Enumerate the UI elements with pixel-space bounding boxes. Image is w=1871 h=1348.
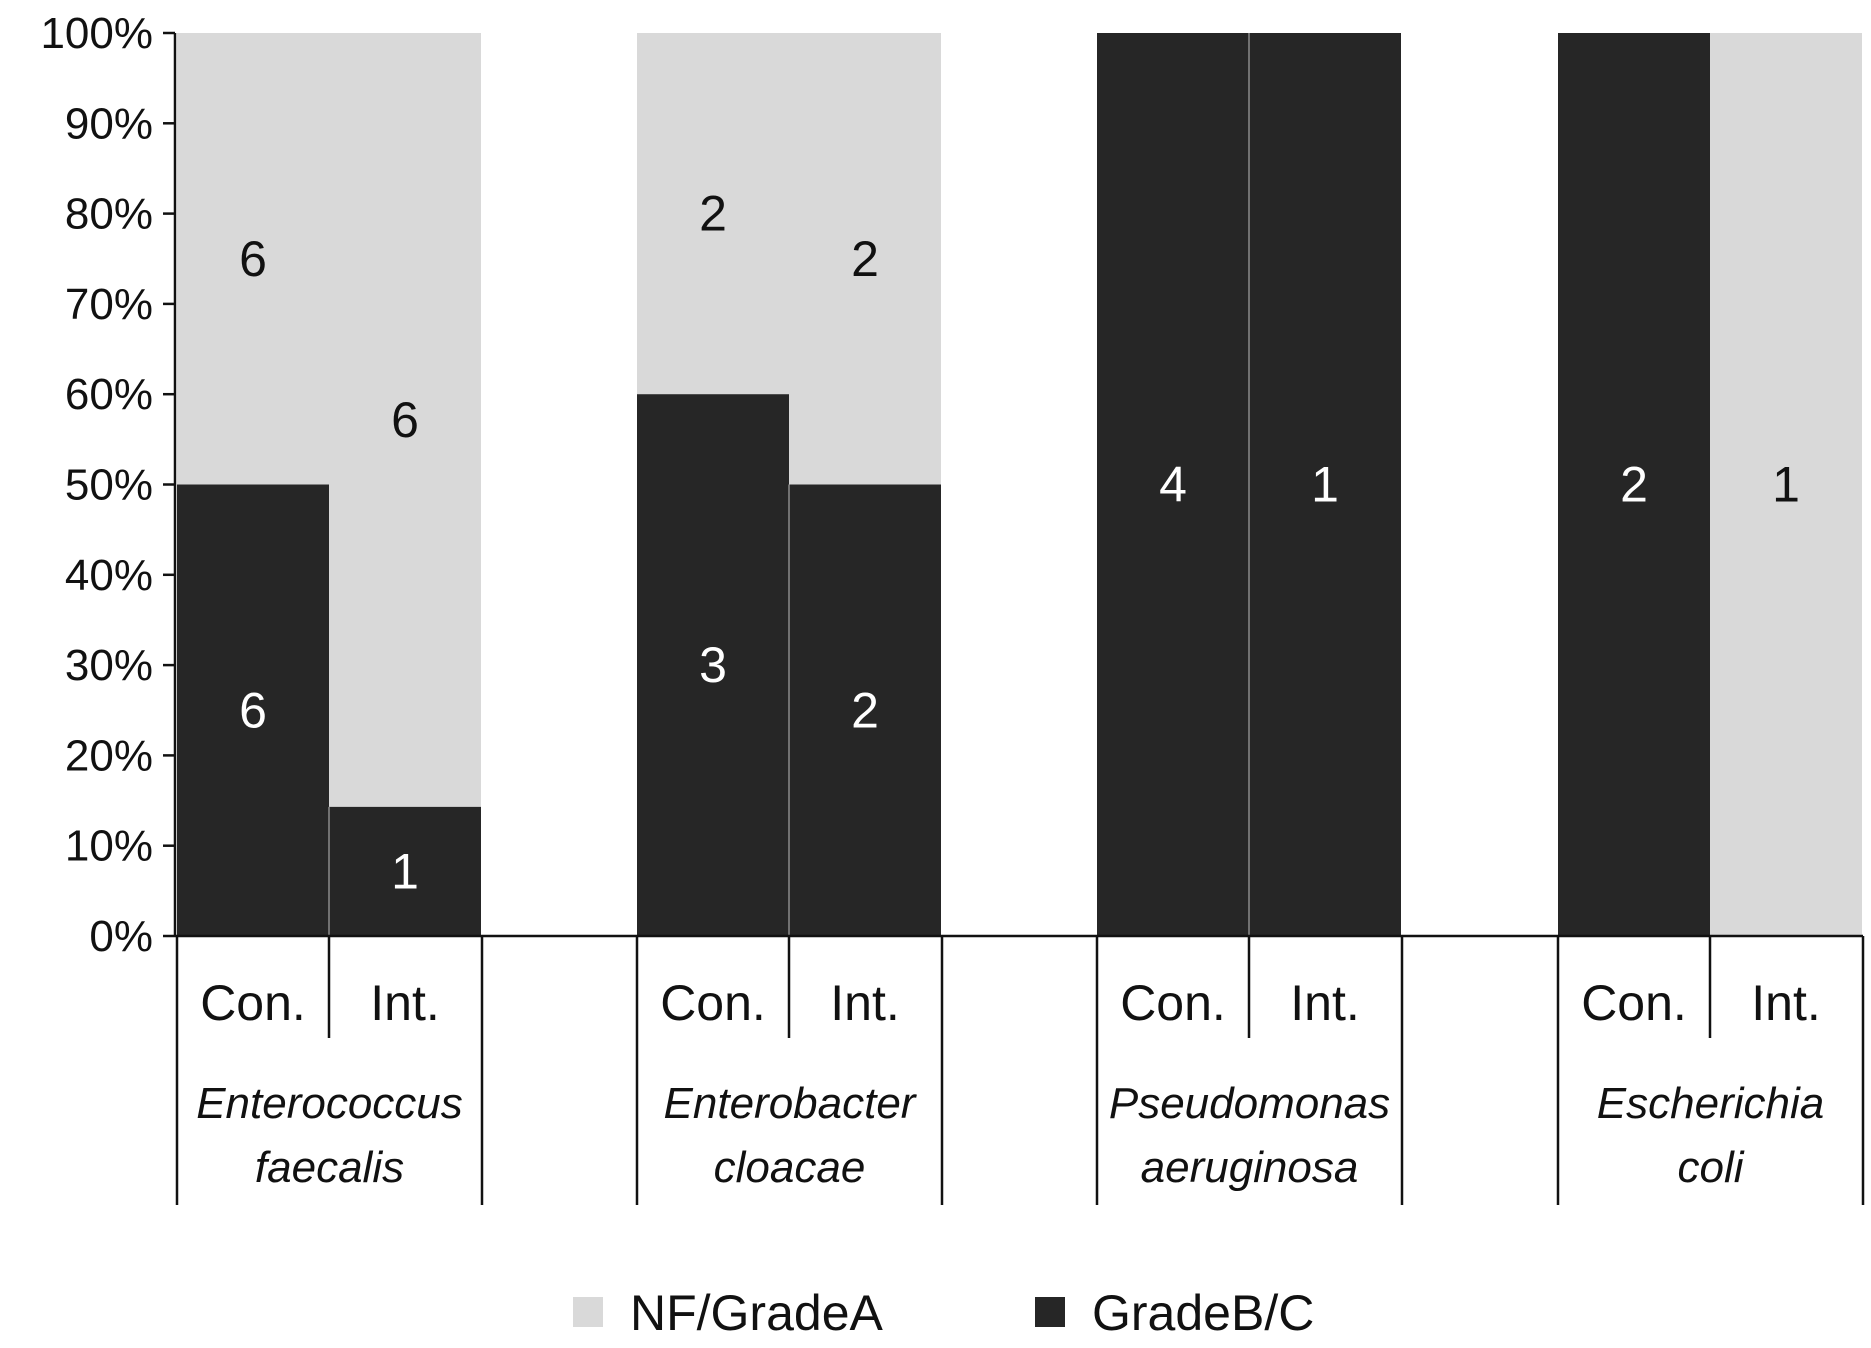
y-tick-label: 100% bbox=[40, 9, 153, 58]
bar-gradebc-2-1 bbox=[1249, 33, 1401, 936]
bar-nf-0-1 bbox=[329, 33, 481, 807]
category-label: Con. bbox=[660, 975, 766, 1031]
labels-layer: 6 6 1 6 3 2 2 2 4 1 2 1 bbox=[239, 186, 1800, 900]
y-tick-label: 30% bbox=[65, 641, 153, 690]
data-label-gradebc: 2 bbox=[851, 682, 879, 738]
group-label-line2: cloacae bbox=[714, 1143, 866, 1192]
data-label-nf: 2 bbox=[851, 231, 879, 287]
y-tick-label: 60% bbox=[65, 370, 153, 419]
data-label-gradebc: 1 bbox=[1311, 457, 1339, 513]
data-label-nf: 6 bbox=[239, 231, 267, 287]
group-label-line1: Pseudomonas bbox=[1109, 1079, 1390, 1128]
category-label: Con. bbox=[1120, 975, 1226, 1031]
legend: NF/GradeA GradeB/C bbox=[573, 1285, 1314, 1341]
group-label-line1: Escherichia bbox=[1597, 1079, 1824, 1128]
bar-gradebc-2-0 bbox=[1097, 33, 1249, 936]
category-label: Con. bbox=[1581, 975, 1687, 1031]
category-label: Int. bbox=[830, 975, 899, 1031]
legend-swatch bbox=[573, 1297, 603, 1327]
category-label: Con. bbox=[200, 975, 306, 1031]
y-tick-label: 40% bbox=[65, 551, 153, 600]
bar-gradebc-1-1 bbox=[789, 484, 941, 936]
data-label-gradebc: 1 bbox=[391, 843, 419, 899]
group-label-line1: Enterobacter bbox=[664, 1079, 918, 1128]
data-label-gradebc: 4 bbox=[1159, 457, 1187, 513]
group-label-line2: coli bbox=[1677, 1143, 1744, 1192]
legend-label: NF/GradeA bbox=[630, 1285, 884, 1341]
y-tick-label: 90% bbox=[65, 99, 153, 148]
axes: 0% 10% 20% 30% 40% 50% 60% 70% 80% 90% 100% Con. Int… bbox=[40, 9, 1865, 1205]
data-label-nf: 1 bbox=[1772, 457, 1800, 513]
bar-nf-1-0 bbox=[637, 33, 789, 395]
y-tick-label: 20% bbox=[65, 731, 153, 780]
group-label-line1: Enterococcus bbox=[196, 1079, 463, 1128]
legend-swatch bbox=[1035, 1297, 1065, 1327]
y-tick-label: 80% bbox=[65, 190, 153, 239]
data-label-gradebc: 6 bbox=[239, 682, 267, 738]
y-tick-label: 70% bbox=[65, 280, 153, 329]
data-label-nf: 2 bbox=[699, 186, 727, 242]
bar-gradebc-0-1 bbox=[329, 806, 481, 936]
group-label-line2: faecalis bbox=[255, 1143, 404, 1192]
data-label-nf: 6 bbox=[391, 392, 419, 448]
bar-nf-0-0 bbox=[177, 33, 329, 485]
bar-gradebc-3-0 bbox=[1558, 33, 1710, 936]
data-label-gradebc: 2 bbox=[1620, 457, 1648, 513]
bars-layer bbox=[177, 33, 1862, 936]
legend-label: GradeB/C bbox=[1092, 1285, 1314, 1341]
bar-gradebc-1-0 bbox=[637, 394, 789, 936]
bar-gradebc-0-0 bbox=[177, 484, 329, 936]
group-label-line2: aeruginosa bbox=[1141, 1143, 1359, 1192]
bar-nf-3-1 bbox=[1710, 33, 1862, 936]
category-label: Int. bbox=[1751, 975, 1820, 1031]
category-label: Int. bbox=[1290, 975, 1359, 1031]
category-label: Int. bbox=[370, 975, 439, 1031]
bar-nf-1-1 bbox=[789, 33, 941, 485]
y-tick-label: 50% bbox=[65, 461, 153, 510]
y-tick-label: 10% bbox=[65, 822, 153, 871]
y-tick-label: 0% bbox=[89, 912, 153, 961]
data-label-gradebc: 3 bbox=[699, 637, 727, 693]
